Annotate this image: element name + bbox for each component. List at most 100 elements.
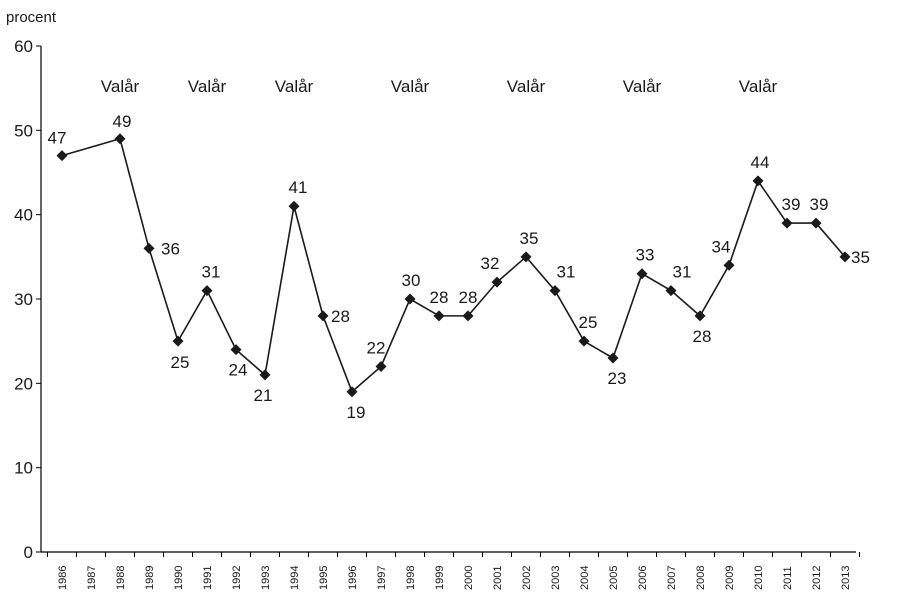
x-tick-label: 1986 [57,566,69,590]
data-point-marker [230,344,242,356]
x-tick-label: 2001 [492,566,504,590]
data-point-marker [346,386,358,398]
data-label: 19 [347,403,366,422]
x-tick-label: 2011 [782,566,794,590]
y-tick-label: 20 [14,374,33,393]
y-tick-label: 40 [14,206,33,225]
y-tick-label: 10 [14,459,33,478]
y-tick-label: 0 [24,543,33,562]
data-label: 31 [202,263,221,282]
y-tick-label: 60 [14,37,33,56]
data-label: 33 [636,246,655,265]
data-point-marker [781,217,793,229]
data-label: 39 [810,195,829,214]
x-tick-label: 2012 [811,566,823,590]
x-tick-label: 2002 [521,566,533,590]
data-point-marker [375,360,387,372]
data-label: 28 [331,307,350,326]
y-tick-label: 30 [14,290,33,309]
x-tick-label: 2008 [695,566,707,590]
data-label: 28 [459,288,478,307]
data-label: 35 [520,229,539,248]
data-label: 21 [254,386,273,405]
data-label: 24 [229,361,248,380]
x-tick-label: 1988 [115,566,127,590]
data-label: 31 [557,263,576,282]
data-point-marker [810,217,822,229]
data-point-marker [317,310,329,322]
data-label: 47 [48,129,67,148]
data-label: 32 [481,254,500,273]
valar-annotation: Valår [739,77,778,96]
series-group [56,133,851,398]
x-tick-label: 2007 [666,566,678,590]
data-label: 41 [289,178,308,197]
data-point-marker [433,310,445,322]
x-tick-label: 2009 [724,566,736,590]
data-point-marker [607,352,619,364]
data-point-marker [114,133,126,145]
data-label: 44 [751,153,770,172]
valar-annotation: Valår [391,77,430,96]
data-label: 49 [113,112,132,131]
y-tick-label: 50 [14,121,33,140]
data-point-marker [694,310,706,322]
x-tick-label: 1993 [260,566,272,590]
data-label: 36 [161,239,180,258]
x-tick-label: 2006 [637,566,649,590]
valar-annotation: Valår [623,77,662,96]
data-label: 25 [579,313,598,332]
data-point-marker [636,268,648,280]
x-tick-label: 1996 [347,566,359,590]
data-label: 23 [608,369,627,388]
x-tick-label: 2003 [550,566,562,590]
x-tick-label: 1989 [144,566,156,590]
data-point-marker [752,175,764,187]
data-point-marker [288,200,300,212]
data-label: 34 [712,237,731,256]
valar-annotation: Valår [507,77,546,96]
x-tick-label: 1997 [376,566,388,590]
data-point-marker [201,285,213,297]
x-tick-label: 1991 [202,566,214,590]
data-label: 31 [673,263,692,282]
x-tick-label: 1990 [173,566,185,590]
axes: 0 10 20 30 40 50 60 1986 1987 1988 1989 1990 1991 199… [14,37,860,590]
data-label: 28 [693,327,712,346]
x-tick-label: 1987 [86,566,98,590]
x-tick-label: 2005 [608,566,620,590]
data-point-marker [491,276,503,288]
annotations: Valår Valår Valår Valår Valår Valår Valår [101,77,778,96]
x-tick-label: 1999 [434,566,446,590]
data-point-marker [578,335,590,347]
data-label: 35 [851,248,870,267]
x-tick-label: 2004 [579,566,591,590]
data-label: 28 [430,288,449,307]
data-point-marker [56,150,68,162]
x-tick-label: 1994 [289,566,301,590]
data-point-marker [404,293,416,305]
data-label: 25 [171,353,190,372]
x-tick-label: 1998 [405,566,417,590]
data-point-marker [665,285,677,297]
data-label: 39 [782,195,801,214]
x-tick-label: 2010 [753,566,765,590]
data-label: 22 [367,338,386,357]
data-point-marker [259,369,271,381]
data-point-marker [549,285,561,297]
data-point-marker [520,251,532,263]
valar-annotation: Valår [188,77,227,96]
x-tick-label: 2013 [840,566,852,590]
x-tick-label: 1992 [231,566,243,590]
data-point-marker [462,310,474,322]
valar-annotation: Valår [275,77,314,96]
data-point-marker [839,251,851,263]
y-axis-label: procent [6,9,57,26]
data-label: 30 [402,271,421,290]
x-tick-label: 1995 [318,566,330,590]
data-point-marker [723,259,735,271]
x-tick-label: 2000 [463,566,475,590]
data-point-marker [172,335,184,347]
